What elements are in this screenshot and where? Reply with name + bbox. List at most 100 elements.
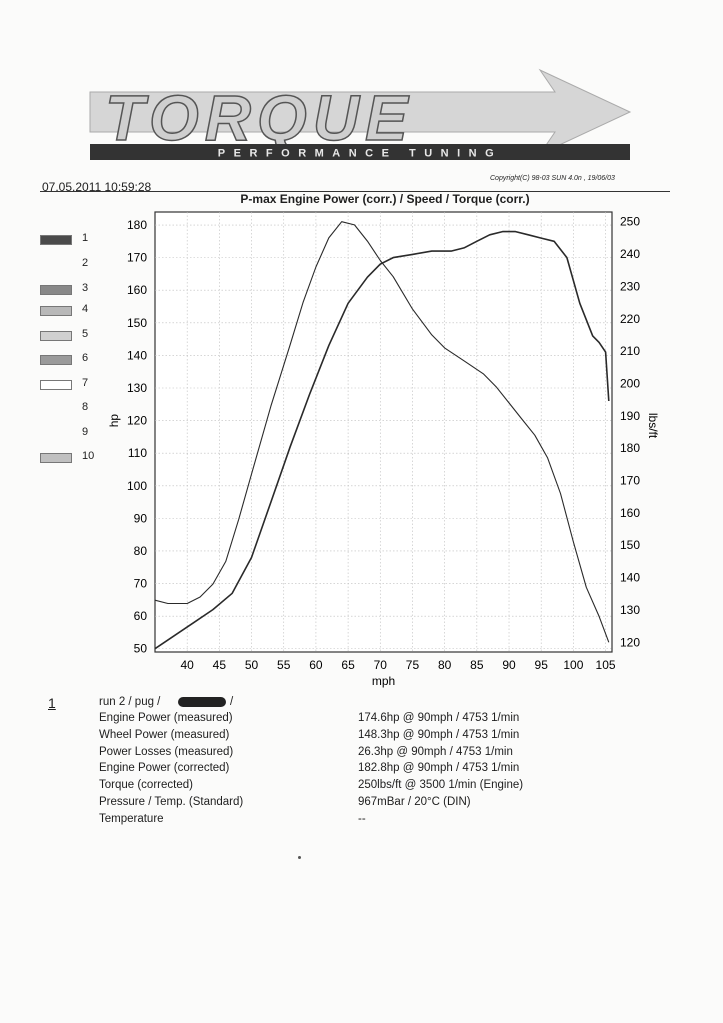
header-rule (40, 191, 670, 192)
y-left-tick-label: 70 (134, 577, 148, 591)
legend-label: 10 (82, 450, 95, 462)
x-tick-label: 60 (309, 658, 323, 672)
legend-item: 10 (40, 450, 120, 466)
x-tick-label: 45 (213, 658, 227, 672)
summary-value: 148.3hp @ 90mph / 4753 1/min (358, 728, 520, 741)
y-left-tick-labels: 50 60 70 80 90 100 110 120 130 140 150 160 170 180 (127, 218, 147, 656)
speck (298, 856, 301, 859)
y-right-tick-label: 200 (620, 376, 640, 390)
torque-line (154, 221, 610, 643)
legend-swatch (40, 285, 72, 295)
y-right-tick-label: 150 (620, 538, 640, 552)
y-left-tick-label: 90 (134, 511, 148, 525)
x-tick-label: 105 (596, 658, 616, 672)
legend-label: 7 (82, 377, 89, 389)
y-left-tick-label: 100 (127, 479, 147, 493)
x-tick-label: 90 (502, 658, 516, 672)
summary-label: Engine Power (corrected) (99, 762, 230, 775)
y-left-tick-label: 60 (134, 609, 148, 623)
logo: TORQUE PERFORMANCE TUNING (85, 62, 645, 172)
legend-swatch (40, 453, 72, 463)
logo-text: TORQUE (105, 82, 414, 154)
y-left-tick-label: 120 (127, 414, 147, 428)
copyright: Copyright(C) 98-03 SUN 4.0n , 19/06/03 (490, 175, 615, 182)
summary-label: Power Losses (measured) (99, 745, 234, 758)
y-right-tick-label: 130 (620, 603, 640, 617)
y-axis-label-left: hp (107, 414, 121, 428)
y-right-tick-label: 190 (620, 409, 640, 423)
y-left-tick-label: 140 (127, 348, 147, 362)
summary-value: 967mBar / 20°C (DIN) (358, 796, 471, 808)
x-tick-label: 85 (470, 658, 484, 672)
summary-label: Engine Power (measured) (99, 712, 233, 724)
dyno-chart: 40 45 50 55 60 65 70 75 80 85 90 95 100 105 50 60 70 80 9… (107, 211, 660, 688)
y-left-tick-label: 80 (134, 544, 148, 558)
y-right-tick-label: 230 (620, 279, 640, 293)
legend-item: 5 (40, 328, 120, 344)
y-right-tick-labels: 120 130 140 150 160 170 180 190 200 210 220 230 240 2… (620, 215, 640, 650)
y-axis-label-right: lbs/ft (646, 413, 660, 439)
y-right-tick-label: 160 (620, 506, 640, 520)
y-right-tick-label: 250 (620, 215, 640, 229)
summary-value: 174.6hp @ 90mph / 4753 1/min (358, 712, 520, 724)
legend-label: 5 (82, 328, 89, 340)
y-left-tick-label: 170 (127, 251, 147, 265)
run-name-text: run 2 / pug / (99, 696, 161, 708)
y-right-tick-label: 210 (620, 344, 640, 358)
x-axis-label: mph (372, 674, 395, 688)
legend-label: 3 (82, 282, 89, 294)
legend-item: 9 (40, 426, 120, 442)
summary-label: Temperature (99, 812, 164, 825)
legend-label: 2 (82, 257, 89, 269)
x-tick-label: 70 (374, 658, 388, 672)
run-name-suffix: / (230, 696, 234, 708)
legend-swatch (40, 355, 72, 365)
x-tick-label: 40 (181, 658, 195, 672)
y-left-tick-label: 150 (127, 316, 147, 330)
series-lines (154, 221, 610, 650)
legend-item: 6 (40, 352, 120, 368)
legend-swatch (40, 235, 72, 245)
summary-value: -- (358, 812, 366, 825)
x-tick-label: 100 (563, 658, 583, 672)
chart-title: P-max Engine Power (corr.) / Speed / Tor… (240, 192, 530, 206)
legend-item: 8 (40, 401, 120, 417)
x-tick-label: 55 (277, 658, 291, 672)
run-name: run 2 / pug / (99, 696, 160, 708)
plot-area (154, 211, 613, 653)
x-tick-label: 95 (535, 658, 549, 672)
legend-item: 1 (40, 232, 120, 248)
summary-value: 182.8hp @ 90mph / 4753 1/min (358, 762, 520, 775)
x-tick-label: 50 (245, 658, 259, 672)
y-left-tick-label: 180 (127, 218, 147, 232)
y-left-tick-label: 110 (128, 446, 147, 460)
y-right-tick-label: 240 (620, 247, 640, 261)
y-right-tick-label: 140 (620, 571, 640, 585)
legend-label: 1 (82, 232, 89, 244)
run-index: 1 (48, 695, 56, 711)
x-tick-label: 65 (341, 658, 355, 672)
y-left-tick-label: 50 (134, 642, 148, 656)
legend-label: 8 (82, 401, 89, 413)
summary-value: 26.3hp @ 90mph / 4753 1/min (358, 745, 513, 758)
legend-item: 2 (40, 257, 120, 273)
legend-swatch (40, 331, 72, 341)
x-tick-label: 75 (406, 658, 420, 672)
report-date: 07.05.2011 10:59:28 (42, 180, 152, 194)
y-right-tick-label: 220 (620, 312, 640, 326)
y-right-tick-label: 170 (620, 474, 640, 488)
summary-value: 250lbs/ft @ 3500 1/min (Engine) (358, 779, 524, 792)
logo-subtext: PERFORMANCE TUNING (218, 148, 502, 160)
legend-item: 4 (40, 303, 120, 319)
legend-item: 3 (40, 282, 120, 298)
grid (155, 212, 612, 652)
summary-label: Pressure / Temp. (Standard) (99, 796, 244, 808)
legend-swatch (40, 306, 72, 316)
legend-label: 4 (82, 303, 89, 315)
legend-swatch (40, 380, 72, 390)
legend-label: 6 (82, 352, 89, 364)
legend-label: 9 (82, 426, 89, 438)
summary-label: Torque (corrected) (99, 779, 193, 792)
redaction-mark (178, 697, 226, 707)
y-left-tick-label: 160 (127, 283, 147, 297)
